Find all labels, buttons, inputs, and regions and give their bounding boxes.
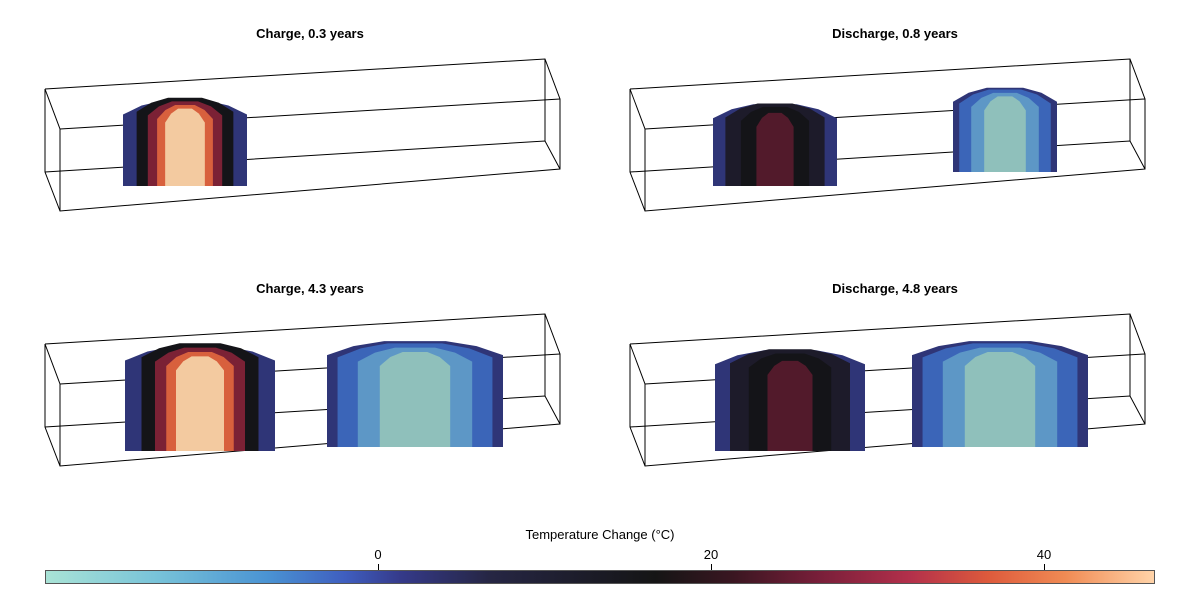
colorbar-tick-mark [378, 564, 379, 571]
plume-layer [767, 360, 813, 451]
panel-discharge-4-8: Discharge, 4.8 years [615, 281, 1175, 481]
panel-3d-view [44, 58, 561, 212]
colorbar-tick-mark [711, 564, 712, 571]
hot-plume [715, 349, 865, 451]
plume-layer [756, 112, 794, 186]
colorbar-label: Temperature Change (°C) [525, 527, 675, 542]
colorbar-tick-label: 40 [1036, 547, 1052, 562]
box-edge [44, 343, 61, 385]
cold-plume [953, 87, 1057, 172]
plume-layer [964, 351, 1036, 447]
box-edge [629, 140, 1146, 173]
panel-title: Discharge, 4.8 years [832, 281, 958, 296]
domain-box-outline [629, 58, 1146, 212]
domain-box-outline [44, 58, 561, 212]
panel-3d-view [629, 58, 1146, 212]
colorbar-tick-mark [1044, 564, 1045, 571]
box-edge [44, 88, 61, 130]
panel-title: Charge, 0.3 years [256, 26, 364, 41]
box-edge [629, 343, 646, 385]
panel-discharge-0-8: Discharge, 0.8 years [615, 26, 1175, 226]
box-edge [44, 58, 561, 212]
box-edge [629, 58, 1146, 212]
plume-layer [984, 96, 1026, 172]
plume-layer [379, 351, 451, 447]
cold-plume [327, 341, 503, 447]
plume-layer [176, 356, 224, 451]
box-edge [629, 88, 646, 130]
panel-title: Charge, 4.3 years [256, 281, 364, 296]
box-edge [44, 140, 561, 173]
colorbar-tick-label: 0 [374, 547, 382, 562]
panel-3d-view [44, 313, 561, 467]
panel-title: Discharge, 0.8 years [832, 26, 958, 41]
plume-layer [165, 108, 205, 186]
panel-charge-4-3: Charge, 4.3 years [30, 281, 590, 481]
colorbar [45, 570, 1155, 584]
panel-3d-view [629, 313, 1146, 467]
hot-plume [713, 103, 837, 186]
colorbar-tick-label: 20 [703, 547, 719, 562]
cold-plume [912, 341, 1088, 447]
hot-plume [125, 343, 275, 451]
panel-charge-0-3: Charge, 0.3 years [30, 26, 590, 226]
hot-plume [123, 97, 247, 186]
